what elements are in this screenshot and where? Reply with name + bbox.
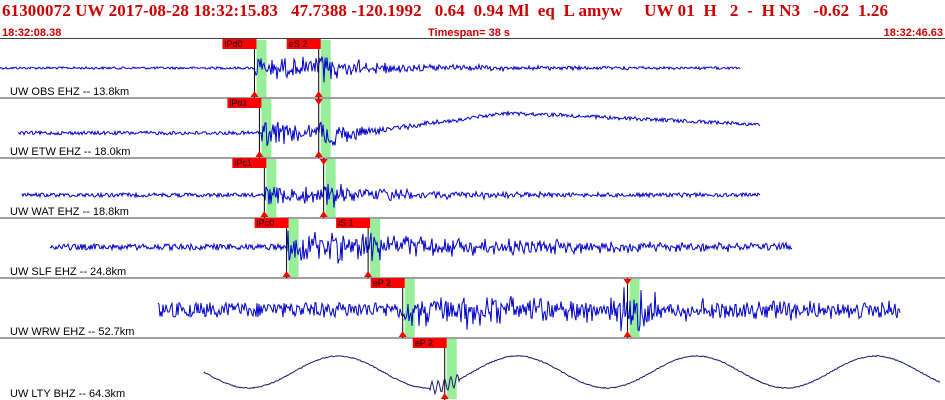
pick-window (266, 159, 276, 217)
pick-window (405, 279, 415, 337)
waveform-trace[interactable] (0, 57, 740, 83)
station-label: UW ETW EHZ -- 18.0km (10, 146, 130, 158)
station-label: UW WAT EHZ -- 18.8km (10, 206, 129, 218)
pick-label: eS 2 (289, 39, 308, 49)
station-label: UW OBS EHZ -- 13.8km (10, 86, 129, 98)
pick-label: iPc0 (257, 218, 275, 228)
station-label: UW SLF EHZ -- 24.8km (10, 266, 126, 278)
pick-label: eP 2 (415, 338, 433, 348)
station-label: UW LTY BHZ -- 64.3km (10, 388, 125, 400)
pick-window (326, 159, 336, 217)
pick-label: iPd1 (229, 98, 247, 108)
pick-window (321, 99, 331, 157)
pick-label: eP 2 (373, 278, 391, 288)
pick-label: iPc1 (234, 158, 252, 168)
waveform-trace[interactable] (18, 112, 760, 146)
waveform-trace[interactable] (158, 287, 900, 331)
waveform-trace[interactable] (22, 184, 760, 208)
pick-label: iS 1 (338, 218, 354, 228)
station-label: UW WRW EHZ -- 52.7km (10, 326, 134, 338)
pick-label: iPd0 (224, 39, 242, 49)
waveform-trace[interactable] (204, 356, 940, 394)
waveform-trace[interactable] (50, 231, 792, 264)
